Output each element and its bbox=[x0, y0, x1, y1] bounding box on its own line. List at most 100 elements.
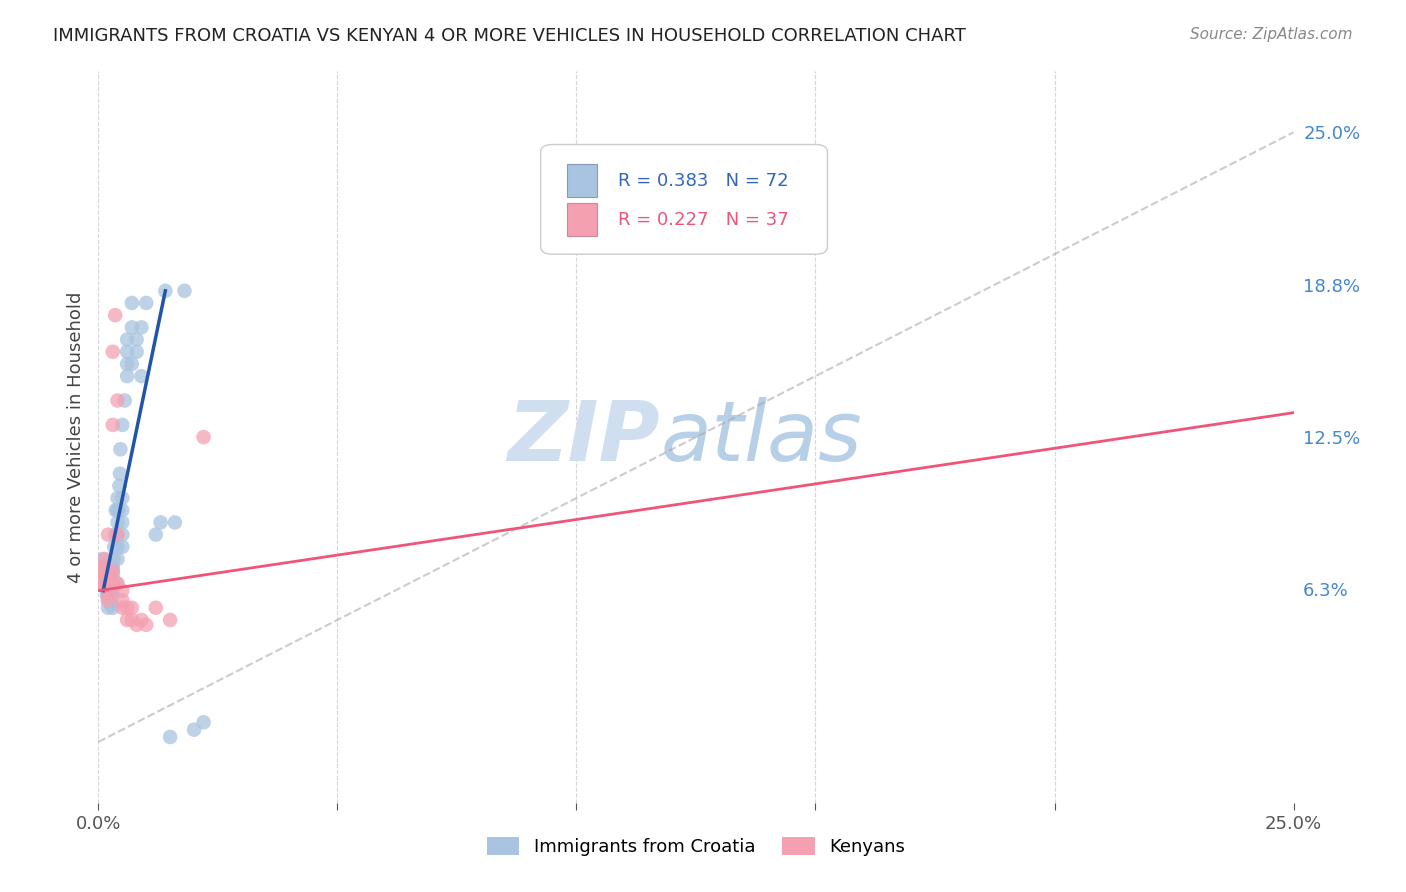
Point bbox=[115, 333, 138, 347]
Point bbox=[111, 540, 134, 554]
Point bbox=[111, 593, 134, 607]
Point bbox=[94, 576, 117, 591]
Point bbox=[98, 569, 122, 583]
Point bbox=[104, 308, 127, 322]
Point bbox=[115, 613, 138, 627]
Point bbox=[96, 589, 118, 603]
Point bbox=[91, 564, 114, 578]
Point bbox=[115, 357, 138, 371]
Point bbox=[91, 569, 114, 583]
Point bbox=[108, 479, 131, 493]
Text: atlas: atlas bbox=[661, 397, 862, 477]
Point bbox=[97, 569, 120, 583]
Point bbox=[97, 600, 120, 615]
Point bbox=[101, 569, 124, 583]
Point bbox=[101, 576, 124, 591]
Point bbox=[96, 581, 118, 595]
FancyBboxPatch shape bbox=[541, 145, 827, 254]
Point bbox=[193, 715, 215, 730]
Point bbox=[145, 527, 167, 541]
FancyBboxPatch shape bbox=[567, 164, 596, 197]
Point bbox=[121, 357, 143, 371]
Point bbox=[107, 393, 129, 408]
Point bbox=[90, 576, 112, 591]
Text: Source: ZipAtlas.com: Source: ZipAtlas.com bbox=[1189, 27, 1353, 42]
Point bbox=[91, 552, 114, 566]
Point bbox=[96, 583, 118, 598]
Point bbox=[94, 581, 117, 595]
Point bbox=[115, 344, 138, 359]
Point bbox=[173, 284, 195, 298]
Point bbox=[107, 503, 129, 517]
Point bbox=[101, 589, 124, 603]
Point bbox=[105, 576, 128, 591]
Point bbox=[97, 589, 120, 603]
Y-axis label: 4 or more Vehicles in Household: 4 or more Vehicles in Household bbox=[66, 292, 84, 582]
Point bbox=[114, 393, 136, 408]
Point bbox=[94, 574, 117, 588]
Point bbox=[97, 583, 120, 598]
Point bbox=[97, 576, 120, 591]
Point bbox=[125, 333, 148, 347]
Point bbox=[93, 559, 115, 574]
Text: R = 0.227   N = 37: R = 0.227 N = 37 bbox=[619, 211, 789, 229]
Point bbox=[107, 552, 129, 566]
Point bbox=[97, 527, 120, 541]
Point bbox=[111, 491, 134, 505]
Point bbox=[159, 730, 181, 744]
Point bbox=[163, 516, 186, 530]
Point bbox=[131, 613, 153, 627]
Legend: Immigrants from Croatia, Kenyans: Immigrants from Croatia, Kenyans bbox=[479, 830, 912, 863]
Point bbox=[111, 600, 134, 615]
Text: IMMIGRANTS FROM CROATIA VS KENYAN 4 OR MORE VEHICLES IN HOUSEHOLD CORRELATION CH: IMMIGRANTS FROM CROATIA VS KENYAN 4 OR M… bbox=[53, 27, 966, 45]
Point bbox=[159, 613, 181, 627]
Point bbox=[101, 417, 124, 432]
Point bbox=[121, 320, 143, 334]
Point bbox=[101, 564, 124, 578]
Point bbox=[97, 589, 120, 603]
Point bbox=[101, 576, 124, 591]
Point bbox=[183, 723, 205, 737]
FancyBboxPatch shape bbox=[567, 203, 596, 235]
Point bbox=[111, 417, 134, 432]
Point bbox=[125, 344, 148, 359]
Point bbox=[101, 564, 124, 578]
Point bbox=[145, 600, 167, 615]
Point bbox=[135, 617, 157, 632]
Point bbox=[135, 296, 157, 310]
Point bbox=[98, 593, 122, 607]
Point bbox=[97, 583, 120, 598]
Point bbox=[97, 576, 120, 591]
Point bbox=[155, 284, 177, 298]
Point bbox=[91, 569, 114, 583]
Point bbox=[100, 583, 122, 598]
Point bbox=[101, 576, 124, 591]
Point bbox=[97, 576, 120, 591]
Point bbox=[91, 564, 114, 578]
Point bbox=[121, 613, 143, 627]
Point bbox=[121, 296, 143, 310]
Point bbox=[131, 320, 153, 334]
Point bbox=[103, 540, 125, 554]
Point bbox=[111, 583, 134, 598]
Point bbox=[98, 576, 121, 591]
Point bbox=[98, 589, 121, 603]
Point bbox=[100, 599, 122, 613]
Point bbox=[93, 569, 115, 583]
Point bbox=[101, 344, 124, 359]
Point bbox=[104, 503, 127, 517]
Point bbox=[97, 581, 120, 595]
Point bbox=[111, 516, 134, 530]
Point bbox=[101, 559, 124, 574]
Point bbox=[91, 576, 114, 591]
Point bbox=[94, 552, 117, 566]
Point bbox=[115, 600, 138, 615]
Point bbox=[107, 503, 129, 517]
Point bbox=[107, 576, 129, 591]
Point bbox=[94, 576, 117, 591]
Point bbox=[107, 516, 129, 530]
Point bbox=[97, 593, 120, 607]
Point bbox=[107, 527, 129, 541]
Point bbox=[107, 491, 129, 505]
Point bbox=[131, 369, 153, 384]
